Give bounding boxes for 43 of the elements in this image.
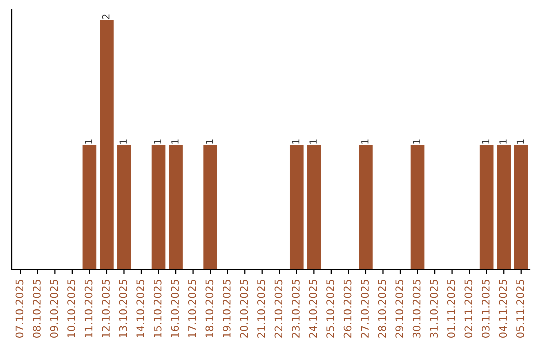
x-tick-label: 01.11.2025 [447, 280, 456, 338]
x-tick-label: 22.10.2025 [274, 280, 283, 338]
x-tick-label: 11.10.2025 [84, 280, 93, 338]
x-tick-label: 30.10.2025 [412, 280, 421, 338]
data-label: 1 [310, 140, 317, 144]
x-tick-label: 16.10.2025 [171, 280, 180, 338]
data-label: 1 [500, 140, 507, 144]
x-tick-label: 03.11.2025 [482, 280, 490, 338]
x-tick-label: 21.10.2025 [258, 280, 266, 338]
x-tick-label: 28.10.2025 [378, 280, 386, 338]
x-tick-label: 27.10.2025 [361, 280, 369, 338]
data-label: 1 [516, 140, 524, 144]
x-tick-label: 26.10.2025 [344, 280, 352, 338]
x-tick-label: 23.10.2025 [292, 280, 300, 338]
data-label: 1 [172, 140, 179, 144]
data-label: 1 [413, 140, 420, 144]
x-tick-label: 17.10.2025 [188, 280, 196, 338]
x-tick-label: 08.10.2025 [33, 280, 41, 338]
x-tick-label: 14.10.2025 [136, 280, 145, 338]
data-label: 1 [154, 140, 162, 144]
x-tick-label: 10.10.2025 [68, 280, 76, 338]
x-tick-label: 02.11.2025 [464, 280, 473, 338]
data-label: 1 [362, 140, 369, 144]
x-tick-label: 05.11.2025 [516, 280, 524, 338]
x-tick-label: 18.10.2025 [206, 280, 214, 338]
x-tick-label: 25.10.2025 [326, 280, 334, 338]
data-label: 1 [292, 140, 300, 144]
data-label: 1 [206, 140, 214, 144]
x-tick-label: 12.10.2025 [102, 280, 110, 338]
x-tick-label: 20.10.2025 [240, 280, 248, 338]
x-tick-label: 31.10.2025 [430, 280, 438, 338]
data-label: 1 [85, 140, 92, 144]
data-label: 1 [482, 140, 490, 144]
x-tick-label: 19.10.2025 [222, 280, 231, 338]
x-tick-label: 04.11.2025 [499, 280, 508, 338]
x-tick-label: 13.10.2025 [119, 280, 128, 338]
data-label: 2 [102, 14, 110, 20]
x-tick-label: 09.10.2025 [50, 280, 58, 338]
x-tick-label: 24.10.2025 [309, 280, 318, 338]
data-label: 1 [120, 140, 127, 144]
x-tick-label: 15.10.2025 [154, 280, 162, 338]
x-tick-label: 07.10.2025 [16, 280, 24, 338]
x-tick-label: 29.10.2025 [396, 280, 404, 338]
